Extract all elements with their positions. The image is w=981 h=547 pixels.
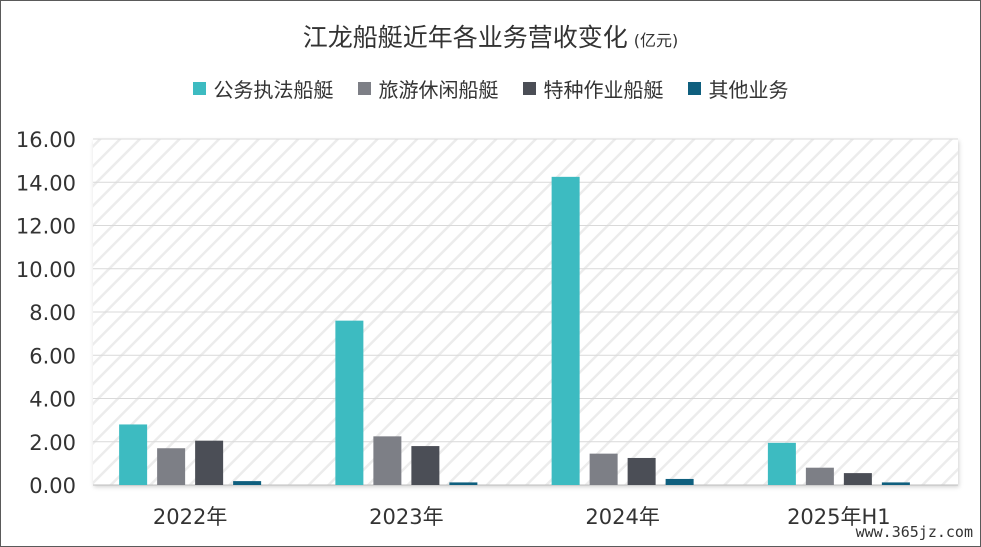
bar-3-0 [767, 442, 796, 485]
chart-title-text: 江龙船艇近年各业务营收变化 [302, 23, 628, 52]
legend-item-3: 特种作业船艇 [522, 74, 664, 103]
bar-0-1 [157, 448, 186, 485]
bar-2-1 [589, 453, 618, 485]
bar-1-3 [449, 482, 478, 485]
chart-unit: (亿元) [633, 31, 679, 50]
y-tick-label: 0.00 [29, 474, 76, 498]
legend-label-2: 旅游休闲船艇 [378, 78, 499, 102]
bar-1-2 [411, 446, 440, 485]
x-tick-label: 2023年 [369, 505, 443, 529]
x-tick-label: 2025年H1 [787, 505, 891, 529]
chart-title: 江龙船艇近年各业务营收变化 (亿元) [0, 18, 981, 54]
x-tick-label: 2024年 [585, 505, 659, 529]
y-tick-label: 16.00 [16, 128, 76, 152]
bar-0-2 [195, 440, 224, 485]
legend: 公务执法船艇 旅游休闲船艇 特种作业船艇 其他业务 [0, 74, 981, 103]
legend-item-4: 其他业务 [687, 74, 789, 103]
watermark: www.365jz.com [855, 523, 973, 541]
y-tick-label: 12.00 [16, 215, 76, 239]
x-tick-label: 2022年 [153, 505, 227, 529]
bar-3-1 [805, 467, 834, 485]
bar-2-0 [551, 176, 580, 485]
legend-item-2: 旅游休闲船艇 [357, 74, 499, 103]
legend-swatch-4 [687, 82, 701, 95]
x-axis: 2022年 2023年 2024年 2025年H1 [153, 505, 891, 529]
y-tick-label: 10.00 [16, 258, 76, 282]
bar-1-1 [373, 436, 402, 485]
bar-1-0 [335, 320, 364, 485]
y-tick-label: 6.00 [29, 344, 76, 368]
bar-0-0 [119, 424, 148, 485]
gridlines [93, 138, 958, 486]
y-tick-label: 8.00 [29, 301, 76, 325]
y-axis: 0.00 2.00 4.00 6.00 8.00 10.00 12.00 14.00 16.00 [16, 128, 76, 498]
legend-label-1: 公务执法船艇 [213, 78, 334, 102]
legend-label-4: 其他业务 [708, 78, 789, 102]
bar-2-2 [627, 457, 656, 485]
bar-3-2 [843, 473, 872, 485]
legend-swatch-1 [192, 82, 206, 95]
bar-0-3 [233, 481, 262, 485]
y-tick-label: 14.00 [16, 171, 76, 195]
y-tick-label: 4.00 [29, 388, 76, 412]
bar-3-3 [881, 482, 910, 485]
legend-label-3: 特种作业船艇 [543, 78, 664, 102]
legend-item-1: 公务执法船艇 [192, 74, 334, 103]
legend-swatch-2 [357, 82, 371, 95]
legend-swatch-3 [522, 82, 536, 95]
bar-2-3 [665, 478, 694, 485]
y-tick-label: 2.00 [29, 431, 76, 455]
bars [119, 176, 910, 485]
